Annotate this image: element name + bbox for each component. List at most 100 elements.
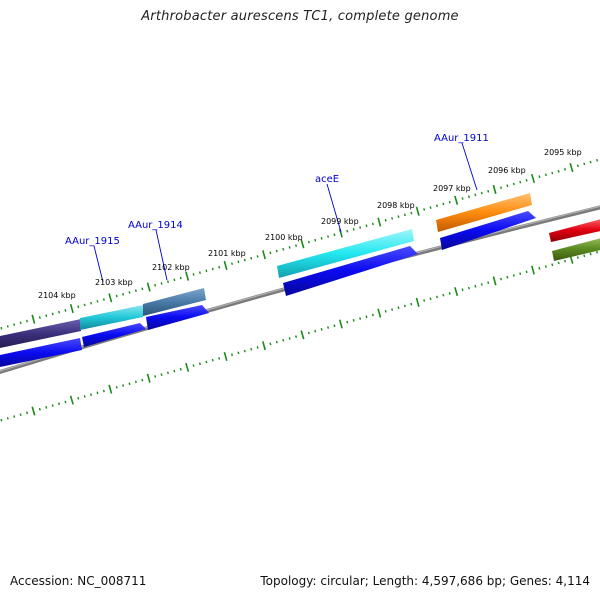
- minor-tick: [474, 193, 477, 197]
- minor-tick: [589, 160, 592, 164]
- minor-tick: [448, 200, 451, 204]
- minor-tick: [371, 313, 374, 317]
- minor-tick: [583, 254, 586, 258]
- minor-tick: [544, 265, 547, 268]
- minor-tick: [64, 400, 67, 404]
- minor-tick: [314, 238, 317, 242]
- minor-tick: [6, 325, 9, 328]
- minor-tick: [13, 323, 16, 326]
- minor-tick: [346, 320, 349, 324]
- minor-tick: [83, 395, 86, 398]
- cds-arrow[interactable]: [440, 211, 536, 250]
- minor-tick: [333, 233, 336, 237]
- minor-tick: [359, 226, 362, 229]
- minor-tick: [500, 186, 502, 189]
- minor-tick: [346, 229, 349, 233]
- cds-arrow[interactable]: [0, 338, 82, 368]
- minor-tick: [480, 283, 483, 286]
- genome-title: Arthrobacter aurescens TC1, complete gen…: [141, 9, 459, 24]
- minor-tick: [19, 321, 22, 325]
- minor-tick: [512, 274, 515, 277]
- minor-tick: [442, 202, 445, 206]
- minor-tick: [166, 371, 169, 375]
- minor-tick: [173, 369, 176, 373]
- gene-feature-aaur-1915[interactable]: [80, 305, 143, 330]
- minor-tick: [519, 272, 522, 275]
- minor-tick: [288, 246, 291, 249]
- minor-tick: [384, 310, 387, 313]
- label-link-acee: [326, 183, 342, 233]
- minor-tick: [487, 281, 490, 284]
- minor-tick: [525, 179, 528, 182]
- minor-tick: [134, 289, 137, 292]
- minor-tick: [500, 277, 502, 281]
- kbp-labels: 2104 kbp 2103 kbp 2102 kbp 2101 kbp 2100…: [38, 148, 582, 300]
- kbp-label: 2101 kbp: [208, 249, 246, 258]
- major-tick: [146, 373, 151, 383]
- minor-tick: [0, 418, 3, 422]
- minor-tick: [26, 411, 29, 415]
- minor-tick: [525, 270, 528, 274]
- minor-tick: [333, 324, 336, 328]
- cds-arrow[interactable]: [146, 305, 209, 330]
- major-tick: [31, 314, 36, 324]
- minor-tick: [365, 224, 368, 228]
- major-tick: [223, 351, 228, 362]
- minor-tick: [198, 362, 201, 366]
- minor-tick: [423, 299, 426, 302]
- minor-tick: [429, 297, 432, 301]
- minor-tick: [269, 251, 272, 255]
- gene-feature-red[interactable]: [549, 218, 600, 242]
- major-tick: [377, 308, 382, 318]
- minor-tick: [96, 300, 99, 303]
- gene-feature-aaur-1914[interactable]: [143, 288, 206, 316]
- minor-tick: [519, 180, 522, 184]
- gene-feature-indigo[interactable]: [0, 319, 81, 349]
- minor-tick: [250, 347, 253, 351]
- minor-tick: [275, 340, 278, 344]
- minor-tick: [269, 342, 272, 346]
- gene-label-aaur-1914[interactable]: AAur_1914: [128, 220, 183, 231]
- minor-tick: [211, 267, 214, 271]
- kbp-label: 2102 kbp: [152, 263, 190, 272]
- gene-feature-olive[interactable]: [552, 237, 600, 261]
- gene-feature-acee[interactable]: [277, 229, 414, 278]
- minor-tick: [0, 326, 3, 330]
- gene-feature-row: [0, 193, 600, 349]
- minor-tick: [275, 249, 278, 253]
- kbp-tick-row-outer: [0, 158, 599, 330]
- gene-feature-aaur-1911[interactable]: [436, 193, 532, 232]
- cds-feature-row: [0, 211, 536, 368]
- kbp-label: 2098 kbp: [377, 201, 415, 210]
- minor-tick: [115, 294, 118, 298]
- major-tick: [185, 271, 190, 281]
- major-tick: [108, 293, 113, 303]
- minor-tick: [403, 304, 406, 308]
- minor-tick: [391, 217, 394, 220]
- kbp-label: 2103 kbp: [95, 278, 133, 287]
- minor-tick: [320, 236, 323, 240]
- cds-arrow[interactable]: [283, 246, 418, 296]
- minor-tick: [96, 391, 99, 395]
- cds-arrow[interactable]: [82, 323, 146, 347]
- minor-tick: [512, 182, 515, 186]
- gene-label-acee[interactable]: aceE: [315, 174, 339, 185]
- major-tick: [69, 395, 74, 405]
- minor-tick: [83, 303, 86, 307]
- minor-tick: [557, 169, 560, 173]
- minor-tick: [538, 266, 541, 270]
- major-tick: [569, 162, 574, 173]
- minor-tick: [442, 293, 445, 297]
- gene-label-aaur-1911[interactable]: AAur_1911: [434, 133, 489, 144]
- major-tick: [262, 250, 266, 260]
- minor-tick: [58, 310, 61, 314]
- minor-tick: [320, 328, 323, 331]
- minor-tick: [295, 335, 298, 339]
- minor-tick: [141, 378, 144, 382]
- minor-tick: [564, 259, 567, 263]
- minor-tick: [506, 184, 509, 188]
- gene-label-aaur-1915[interactable]: AAur_1915: [65, 236, 120, 247]
- label-link-aaur-1915: [93, 245, 104, 283]
